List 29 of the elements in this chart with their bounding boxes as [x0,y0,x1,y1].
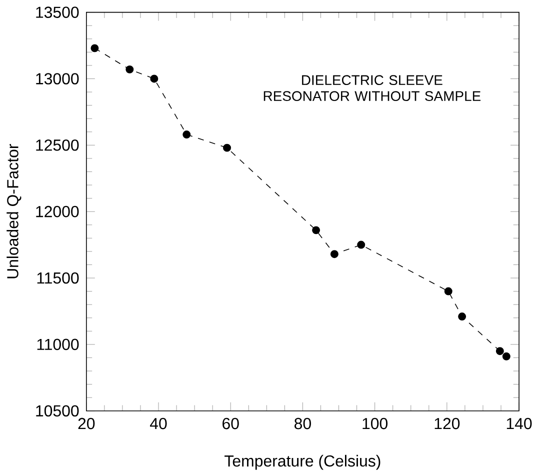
point [330,250,338,258]
annotation: DIELECTRIC SLEEVE RESONATOR WITHOUT SAMPLE [264,74,480,101]
x-tick-label: 100 [362,418,388,430]
x-tick-label: 20 [78,418,95,430]
point [150,74,158,83]
y-tick-label: 13500 [36,6,79,18]
point [458,312,466,320]
y-tick-label: 10500 [36,405,79,416]
point [496,346,504,355]
x-tick-label: 140 [506,418,532,430]
y-tick-label: 12500 [36,139,79,151]
point [182,130,191,138]
point [357,240,366,249]
x-tick-label: 120 [434,418,460,430]
x-axis-title: Temperature (Celsius) [224,454,380,470]
point [223,144,231,152]
x-tick-label: 80 [294,418,311,430]
x-tick-label: 40 [150,418,167,430]
point [444,287,452,296]
y-tick-label: 11000 [37,338,79,350]
y-axis-title: Unloaded Q-Factor [6,144,22,278]
point [90,44,99,52]
y-tick-label: 11500 [37,272,79,284]
y-tick-label: 12000 [36,206,79,218]
y-tick-label: 13000 [36,72,79,84]
x-tick-label: 60 [222,418,239,430]
point [126,65,134,74]
point [502,352,510,360]
point [312,226,320,234]
